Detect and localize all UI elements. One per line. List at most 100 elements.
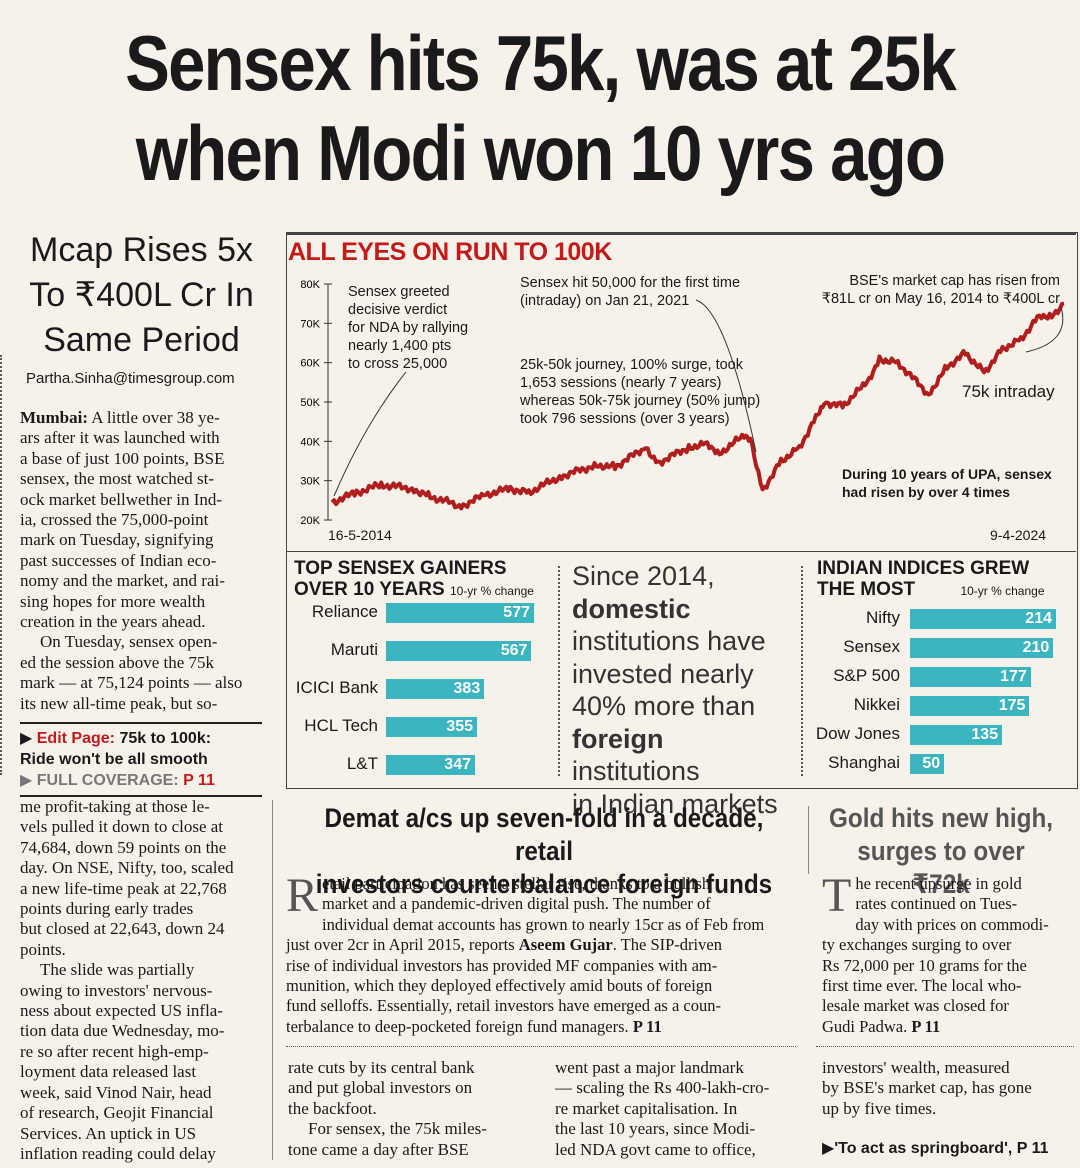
body-text-line: the backfoot. bbox=[288, 1098, 377, 1118]
subhead-line-3: Same Period bbox=[43, 321, 240, 359]
body-text-line: a base of just 100 points, BSE bbox=[20, 448, 225, 468]
ann1-line: to cross 25,000 bbox=[348, 356, 448, 372]
body-text-line: loyment data released last bbox=[20, 1062, 197, 1082]
annotation-journey: 25k-50k journey, 100% surge, took 1,653 … bbox=[520, 356, 760, 428]
body-text-line: the last 10 years, since Modi- bbox=[555, 1119, 756, 1139]
main-headline: Sensex hits 75k, was at 25k when Modi wo… bbox=[76, 18, 1005, 198]
body-text-line: ock market bellwether in Ind- bbox=[20, 489, 223, 509]
bottom-col-3: went past a major landmark — scaling the … bbox=[555, 1058, 797, 1160]
body-text-line: me profit-taking at those le- bbox=[20, 797, 210, 816]
full-coverage-label[interactable]: FULL COVERAGE: bbox=[36, 772, 179, 789]
demat-line: fund selloffs. Essentially, retail inves… bbox=[286, 996, 721, 1016]
gold-line: day with prices on commodi- bbox=[855, 914, 1049, 934]
bar bbox=[910, 609, 1056, 629]
ann3-line: ₹81L cr on May 16, 2014 to ₹400L cr bbox=[821, 291, 1060, 307]
gold-body: T he recent upsurge in gold rates contin… bbox=[822, 872, 1064, 1037]
y-tick-label: 50K bbox=[300, 397, 320, 409]
body-text-line: The slide was partially bbox=[40, 960, 195, 980]
gainers-bars: Reliance 577 Maruti 567 ICICI Bank 383 HCL Tec… bbox=[286, 602, 556, 787]
ann3-line: BSE's market cap has risen from bbox=[849, 273, 1060, 289]
bar-value-label: 577 bbox=[503, 604, 530, 621]
springboard-link[interactable]: ▶'To act as springboard', P 11 bbox=[822, 1140, 1049, 1157]
ann4-line: 25k-50k journey, 100% surge, took bbox=[520, 357, 744, 373]
y-tick-label: 40K bbox=[300, 436, 320, 448]
gainers-title-2: OVER 10 YEARS bbox=[294, 579, 445, 600]
indices-title: INDIAN INDICES GREW THE MOST 10-yr % cha… bbox=[817, 558, 1045, 602]
demat-headline-1: Demat a/cs up seven-fold in a decade, re… bbox=[324, 803, 764, 866]
body-text-line: led NDA govt came to office, bbox=[555, 1139, 756, 1159]
ann2-line: (intraday) on Jan 21, 2021 bbox=[520, 293, 690, 309]
body-text-line: tone came a day after BSE bbox=[288, 1139, 469, 1159]
bar bbox=[910, 754, 945, 774]
body-text-line: sing hopes for more wealth bbox=[20, 591, 206, 611]
bar-value-label: 135 bbox=[971, 726, 999, 743]
pull-quote: Since 2014, domestic institutions have i… bbox=[572, 560, 797, 820]
body-text-line: Services. An uptick in US bbox=[20, 1123, 197, 1143]
indices-bars: Nifty 214 Sensex 210 S&P 500 177 Nikkei 175 Dow … bbox=[810, 608, 1076, 788]
demat-divider bbox=[286, 1046, 796, 1048]
ann1-line: decisive verdict bbox=[348, 302, 448, 318]
ann1-line: Sensex greeted bbox=[348, 284, 450, 300]
bar-value-label: 210 bbox=[1022, 639, 1050, 656]
gold-headline-1: Gold hits new high, bbox=[828, 803, 1054, 833]
body-text-line: inflation reading could delay bbox=[20, 1143, 216, 1163]
headline-line-2: when Modi won 10 yrs ago bbox=[135, 109, 946, 197]
gold-headline: Gold hits new high, surges to over ₹72k bbox=[829, 802, 1054, 901]
bar-value-label: 383 bbox=[453, 680, 481, 697]
body-text-line: nomy and the market, and rai- bbox=[20, 571, 225, 591]
gold-line: rates continued on Tues- bbox=[855, 894, 1018, 914]
body-text-line: tion data due Wednesday, mo- bbox=[20, 1021, 225, 1041]
gainers-note: 10-yr % change bbox=[449, 584, 534, 598]
subhead-line-2: To ₹400L Cr In bbox=[29, 276, 254, 314]
body-text-line: investors' wealth, measured bbox=[822, 1058, 1010, 1077]
bar bbox=[386, 755, 475, 775]
ann6-line: During 10 years of UPA, sensex bbox=[842, 466, 1052, 482]
indices-title-2: THE MOST bbox=[817, 579, 916, 600]
headline-line-1: Sensex hits 75k, was at 25k bbox=[125, 19, 957, 107]
demat-headline: Demat a/cs up seven-fold in a decade, re… bbox=[310, 802, 778, 901]
full-coverage-page: P 11 bbox=[183, 772, 215, 789]
bar bbox=[386, 679, 485, 699]
body-text-line: ed the session above the 75k bbox=[20, 652, 215, 672]
gold-line: he recent upsurge in gold bbox=[855, 874, 1022, 893]
edit-page-label[interactable]: Edit Page: bbox=[36, 730, 115, 747]
gold-line: ty exchanges surging to over bbox=[822, 935, 1012, 955]
ann4-line: 1,653 sessions (nearly 7 years) bbox=[520, 375, 722, 391]
column-rule bbox=[0, 355, 2, 775]
body-text-line: 74,684, down 59 points on the bbox=[20, 837, 227, 857]
demat-line: individual demat accounts has grown to n… bbox=[322, 914, 765, 934]
bar-category-label: S&P 500 bbox=[833, 666, 900, 685]
sensex-series-line bbox=[330, 301, 1065, 511]
column-rule-2 bbox=[272, 800, 275, 1160]
bar-category-label: Reliance bbox=[311, 602, 378, 621]
annotation-upa: During 10 years of UPA, sensex had risen… bbox=[842, 465, 1052, 501]
body-text-line: and put global investors on bbox=[288, 1078, 473, 1098]
gainers-title: TOP SENSEX GAINERS OVER 10 YEARS 10-yr %… bbox=[294, 558, 534, 602]
dateline: Mumbai: bbox=[20, 408, 88, 427]
ann1-line: for NDA by rallying bbox=[348, 320, 469, 336]
body-text-line: sensex, the most watched st- bbox=[20, 469, 215, 489]
springboard-text[interactable]: 'To act as springboard', P 11 bbox=[834, 1140, 1049, 1157]
bar-category-label: L&T bbox=[346, 754, 378, 773]
left-column-bottom: me profit-taking at those le-vels pulled… bbox=[20, 797, 262, 1164]
annotation-verdict: Sensex greeted decisive verdict for NDA … bbox=[348, 283, 468, 373]
ann2-line: Sensex hit 50,000 for the first time bbox=[520, 275, 741, 291]
demat-page-ref[interactable]: P 11 bbox=[632, 1016, 662, 1036]
bar bbox=[386, 603, 534, 623]
gold-page-ref[interactable]: P 11 bbox=[911, 1016, 941, 1036]
bar-value-label: 177 bbox=[1000, 668, 1027, 685]
body-text-line: For sensex, the 75k miles- bbox=[308, 1119, 487, 1139]
bar-category-label: Nifty bbox=[866, 608, 900, 627]
chart-top-rule bbox=[286, 232, 1076, 235]
quote-line: 40% more than bbox=[572, 691, 756, 721]
gold-line: lesale market was closed for bbox=[822, 996, 1009, 1016]
annotation-leader-2 bbox=[695, 299, 757, 453]
bar bbox=[910, 725, 1003, 745]
demat-reporter: Aseem Gujar bbox=[518, 935, 613, 955]
gold-line: first time ever. The local who- bbox=[822, 976, 1022, 996]
bar-category-label: Sensex bbox=[843, 637, 900, 656]
bar-category-label: Shanghai bbox=[828, 753, 900, 772]
bar-value-label: 175 bbox=[998, 697, 1026, 714]
quote-word: institutions bbox=[572, 756, 700, 786]
ann6-line: had risen by over 4 times bbox=[842, 484, 1011, 500]
